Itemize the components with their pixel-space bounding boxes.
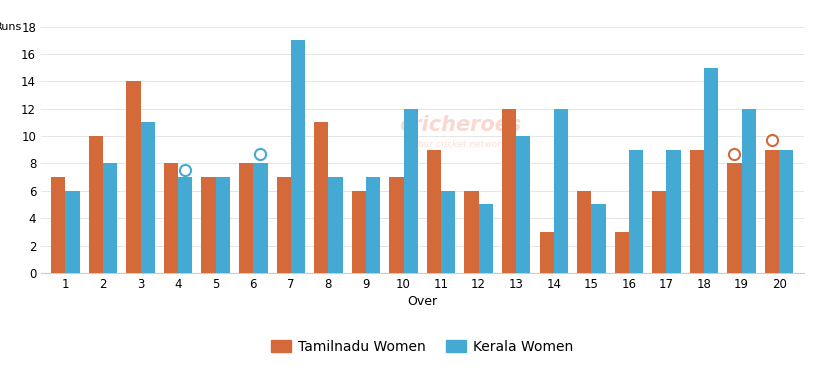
Bar bbox=[651, 191, 666, 273]
Bar bbox=[126, 81, 140, 273]
Bar bbox=[103, 163, 117, 273]
Text: cricheroes: cricheroes bbox=[399, 115, 521, 135]
Bar bbox=[365, 177, 380, 273]
Bar bbox=[291, 40, 305, 273]
Bar bbox=[66, 191, 79, 273]
Bar bbox=[276, 177, 291, 273]
Bar bbox=[539, 232, 553, 273]
Bar bbox=[704, 67, 717, 273]
Legend: Tamilnadu Women, Kerala Women: Tamilnadu Women, Kerala Women bbox=[265, 334, 578, 359]
Bar bbox=[253, 163, 267, 273]
Bar bbox=[577, 191, 590, 273]
Bar bbox=[478, 204, 492, 273]
Bar bbox=[740, 109, 755, 273]
Bar bbox=[389, 177, 403, 273]
Bar bbox=[628, 150, 642, 273]
Text: Your cricket network: Your cricket network bbox=[414, 140, 506, 149]
Bar bbox=[553, 109, 568, 273]
Bar bbox=[238, 163, 253, 273]
Bar bbox=[666, 150, 680, 273]
Bar bbox=[689, 150, 704, 273]
Bar bbox=[778, 150, 793, 273]
Bar bbox=[88, 136, 103, 273]
Bar bbox=[51, 177, 66, 273]
Bar bbox=[726, 163, 740, 273]
Bar bbox=[351, 191, 365, 273]
Bar bbox=[140, 122, 155, 273]
Bar bbox=[441, 191, 455, 273]
Bar bbox=[215, 177, 229, 273]
Bar bbox=[516, 136, 530, 273]
Bar bbox=[328, 177, 342, 273]
Bar bbox=[403, 109, 418, 273]
Bar bbox=[201, 177, 215, 273]
X-axis label: Over: Over bbox=[407, 295, 437, 308]
Bar bbox=[464, 191, 478, 273]
Bar bbox=[314, 122, 328, 273]
Bar bbox=[426, 150, 441, 273]
Bar bbox=[614, 232, 628, 273]
Y-axis label: Runs: Runs bbox=[0, 22, 22, 31]
Bar bbox=[590, 204, 605, 273]
Bar bbox=[764, 150, 778, 273]
Bar bbox=[178, 177, 192, 273]
Bar bbox=[164, 163, 178, 273]
Bar bbox=[501, 109, 516, 273]
